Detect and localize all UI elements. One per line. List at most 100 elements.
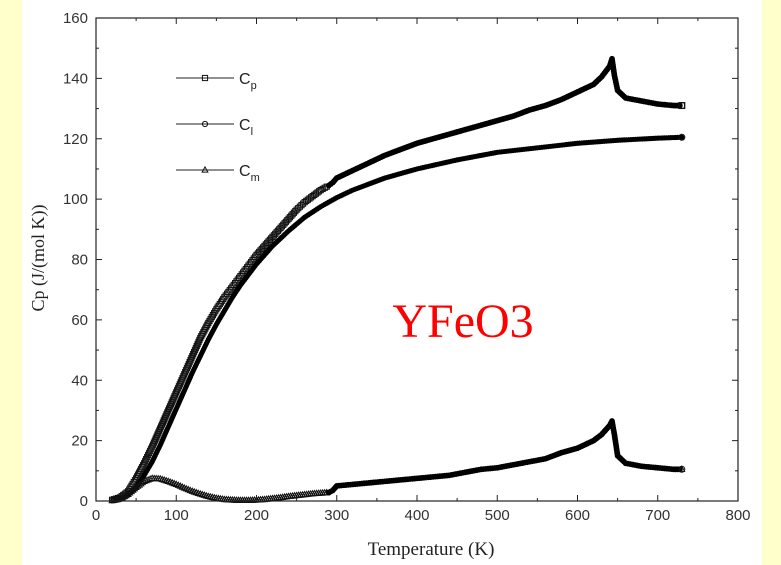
y-tick-label: 140 [63, 70, 88, 87]
data-point [190, 350, 197, 358]
data-point [181, 371, 188, 378]
data-point [193, 342, 200, 350]
data-point [173, 389, 180, 396]
x-tick-label: 800 [725, 507, 750, 524]
x-tick-label: 300 [324, 507, 349, 524]
x-tick-label: 400 [404, 507, 429, 524]
x-tick-label: 0 [92, 507, 100, 524]
data-point [159, 419, 166, 426]
y-tick-label: 40 [71, 372, 88, 389]
data-point [150, 439, 158, 446]
data-point [147, 447, 154, 454]
data-point [142, 458, 149, 465]
data-point [165, 407, 172, 414]
data-point [141, 460, 148, 467]
data-point [196, 336, 203, 344]
data-point [189, 353, 196, 360]
data-point [195, 338, 202, 346]
data-point [194, 340, 201, 348]
legend-label: Cl [239, 117, 253, 138]
data-point [191, 346, 199, 354]
data-point [144, 453, 151, 461]
data-point [187, 357, 194, 364]
x-tick-label: 200 [244, 507, 269, 524]
data-point [166, 405, 173, 412]
data-point [146, 474, 154, 482]
x-axis-title: Temperature (K) [368, 539, 495, 560]
data-point [140, 462, 147, 469]
end-marker [678, 133, 686, 141]
data-point [157, 425, 164, 432]
y-tick-label: 60 [71, 312, 88, 329]
data-point [143, 456, 150, 463]
data-point [171, 393, 178, 400]
data-point [182, 367, 190, 374]
data-layer [108, 55, 686, 504]
x-tick-label: 600 [565, 507, 590, 524]
series-cp [108, 55, 686, 503]
legend-label-sub: l [251, 126, 253, 138]
data-point [679, 134, 685, 140]
data-point [148, 445, 155, 452]
y-tick-label: 160 [63, 10, 88, 27]
data-point [169, 397, 176, 404]
data-point [175, 383, 183, 390]
y-tick-label: 20 [71, 433, 88, 450]
data-point [168, 399, 175, 406]
data-point [164, 409, 171, 416]
series-cl [108, 133, 686, 504]
data-point [174, 385, 182, 392]
series-cm [108, 418, 686, 504]
axes-layer: 0 100 200 300 400 500 600 700 800 0 20 40 60 80 100 120… [63, 10, 751, 524]
x-tick-label: 100 [164, 507, 189, 524]
data-point [678, 465, 686, 472]
data-point [177, 379, 184, 386]
data-point [149, 443, 156, 450]
data-point [158, 421, 166, 428]
data-point [145, 451, 152, 459]
data-point [176, 381, 183, 388]
data-point [160, 417, 167, 424]
data-point [153, 433, 160, 440]
data-point [152, 435, 159, 442]
legend-marker [201, 120, 209, 128]
data-point [172, 391, 179, 398]
data-point [192, 344, 199, 352]
data-point [676, 102, 683, 109]
data-point [161, 415, 168, 422]
data-point [182, 369, 189, 376]
legend-marker [201, 165, 209, 173]
legend-marker [201, 74, 209, 82]
data-point [174, 387, 181, 394]
legend-label-sub: m [251, 172, 260, 184]
chart-annotation: YFeO3 [392, 295, 533, 348]
data-point [149, 441, 157, 448]
end-marker [678, 102, 686, 110]
data-point [185, 361, 192, 368]
y-axis-title: Cp (J/(mol K)) [28, 205, 49, 312]
data-point [154, 431, 161, 438]
data-point [179, 375, 186, 382]
data-point [146, 449, 153, 456]
legend-label-sub: p [251, 80, 257, 92]
data-point [203, 323, 210, 330]
data-point [178, 377, 185, 384]
legend-entry-cl: Cl [176, 117, 253, 138]
y-tick-label: 120 [63, 131, 88, 148]
data-point [170, 395, 177, 402]
data-point [166, 403, 174, 410]
data-point [184, 363, 191, 370]
x-tick-label: 500 [485, 507, 510, 524]
y-tick-label: 0 [80, 493, 88, 510]
data-point [155, 429, 162, 436]
x-tick-label: 700 [645, 507, 670, 524]
data-point [151, 437, 158, 444]
y-tick-label: 100 [63, 191, 88, 208]
data-point [157, 423, 165, 430]
y-tick-label: 80 [71, 252, 88, 269]
data-point [163, 411, 170, 418]
data-point [167, 401, 175, 408]
data-point [186, 359, 193, 366]
data-point [183, 365, 191, 372]
